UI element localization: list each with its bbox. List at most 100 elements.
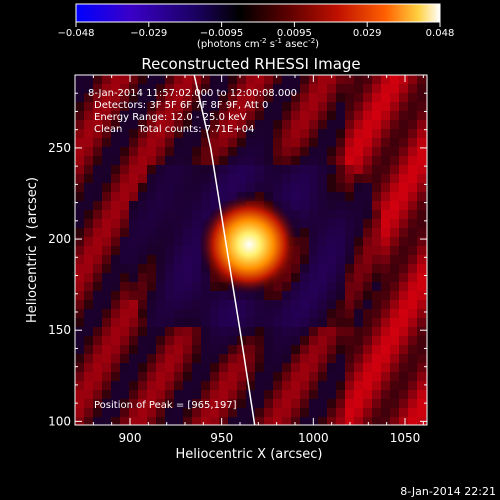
colorbar (75, 3, 441, 23)
heatmap-cell (363, 156, 372, 165)
heatmap-cell (120, 228, 129, 237)
heatmap-cell (246, 417, 255, 425)
heatmap-cell (399, 210, 408, 219)
heatmap-cell (363, 273, 372, 282)
heatmap-cell (228, 372, 237, 381)
heatmap-cell (273, 156, 282, 165)
heatmap-cell (192, 399, 201, 408)
heatmap-cell (120, 372, 129, 381)
heatmap-cell (372, 219, 381, 228)
heatmap-cell (165, 390, 174, 399)
heatmap-cell (192, 201, 201, 210)
heatmap-cell (345, 183, 354, 192)
heatmap-cell (399, 138, 408, 147)
heatmap-cell (336, 300, 345, 309)
heatmap-cell (327, 336, 336, 345)
heatmap-cell (192, 120, 201, 129)
heatmap-cell (75, 273, 84, 282)
heatmap-cell (246, 138, 255, 147)
heatmap-cell (282, 282, 291, 291)
heatmap-cell (246, 354, 255, 363)
heatmap-cell (345, 138, 354, 147)
heatmap-cell (75, 228, 84, 237)
heatmap-cell (381, 174, 390, 183)
heatmap-cell (102, 408, 111, 417)
heatmap-cell (408, 165, 417, 174)
heatmap-cell (354, 201, 363, 210)
heatmap-cell (363, 417, 372, 425)
heatmap-cell (363, 174, 372, 183)
heatmap-cell (264, 75, 273, 84)
heatmap-cell (255, 390, 264, 399)
heatmap-cell (327, 399, 336, 408)
heatmap-cell (183, 129, 192, 138)
heatmap-cell (354, 390, 363, 399)
heatmap-cell (264, 354, 273, 363)
heatmap-cell (246, 183, 255, 192)
heatmap-cell (282, 120, 291, 129)
heatmap-cell (174, 156, 183, 165)
heatmap-cell (147, 219, 156, 228)
heatmap-cell (183, 174, 192, 183)
y-tick-label: 250 (48, 141, 71, 155)
heatmap-cell (318, 228, 327, 237)
heatmap-cell (120, 246, 129, 255)
heatmap-cell (381, 327, 390, 336)
heatmap-cell (174, 120, 183, 129)
heatmap-cell (264, 156, 273, 165)
heatmap-cell (102, 201, 111, 210)
heatmap-cell (192, 93, 201, 102)
heatmap-cell (84, 75, 93, 84)
heatmap-cell (138, 174, 147, 183)
heatmap-cell (336, 192, 345, 201)
heatmap-cell (246, 345, 255, 354)
heatmap-cell (408, 156, 417, 165)
heatmap-cell (246, 93, 255, 102)
heatmap-cell (309, 156, 318, 165)
heatmap-cell (93, 354, 102, 363)
heatmap-cell (111, 93, 120, 102)
heatmap-cell (273, 174, 282, 183)
heatmap-cell (120, 147, 129, 156)
heatmap-cell (237, 408, 246, 417)
heatmap-cell (327, 102, 336, 111)
heatmap-cell (174, 363, 183, 372)
heatmap-cell (129, 300, 138, 309)
heatmap-cell (327, 129, 336, 138)
heatmap-cell (147, 264, 156, 273)
heatmap-cell (147, 174, 156, 183)
heatmap-cell (93, 120, 102, 129)
heatmap-cell (354, 354, 363, 363)
heatmap-cell (84, 237, 93, 246)
heatmap-cell (174, 228, 183, 237)
heatmap-cell (408, 354, 417, 363)
heatmap-cell (219, 408, 228, 417)
heatmap-cell (183, 381, 192, 390)
heatmap-cell (210, 183, 219, 192)
heatmap-cell (147, 390, 156, 399)
heatmap-cell (102, 147, 111, 156)
heatmap-cell (264, 84, 273, 93)
heatmap-cell (381, 147, 390, 156)
heatmap-cell (174, 318, 183, 327)
heatmap-cell (309, 111, 318, 120)
heatmap-cell (354, 336, 363, 345)
heatmap-cell (327, 273, 336, 282)
heatmap-cell (165, 183, 174, 192)
heatmap-cell (327, 93, 336, 102)
heatmap-cell (174, 138, 183, 147)
heatmap-cell (156, 102, 165, 111)
heatmap-cell (147, 129, 156, 138)
heatmap-cell (399, 183, 408, 192)
heatmap-cell (165, 291, 174, 300)
heatmap-cell (291, 120, 300, 129)
heatmap-cell (93, 309, 102, 318)
heatmap-cell (156, 111, 165, 120)
heatmap-cell (336, 381, 345, 390)
heatmap-cell (111, 156, 120, 165)
heatmap-cell (102, 372, 111, 381)
heatmap-cell (219, 147, 228, 156)
heatmap-cell (390, 201, 399, 210)
heatmap-cell (174, 219, 183, 228)
heatmap-cell (354, 156, 363, 165)
